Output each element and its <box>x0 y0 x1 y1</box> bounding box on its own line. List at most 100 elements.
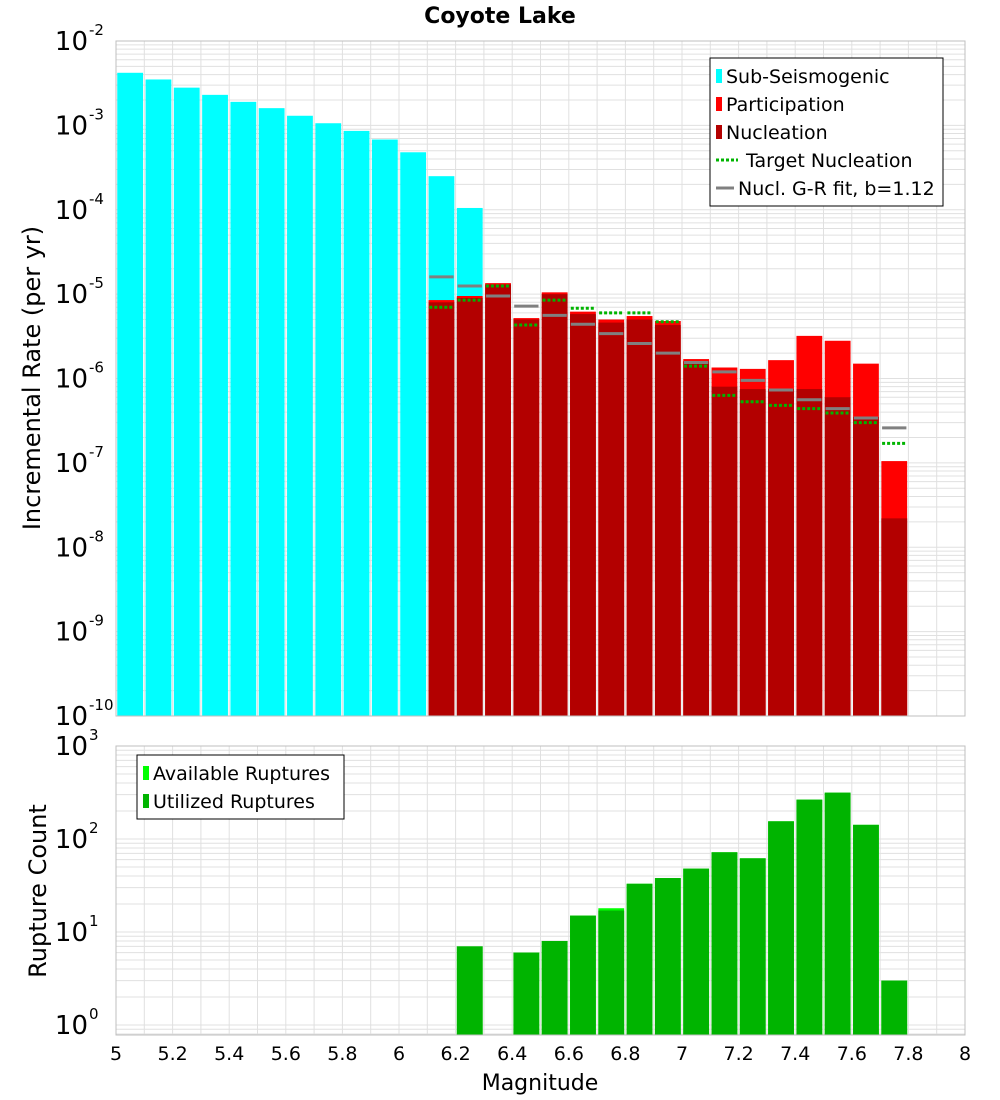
sub-seismogenic-bar <box>343 130 370 717</box>
nucleation-bar <box>881 518 908 716</box>
nucleation-bar <box>485 284 511 716</box>
sub-seismogenic-bar <box>371 139 398 716</box>
x-axis-label: Magnitude <box>482 1071 599 1096</box>
utilized-ruptures-bar <box>654 878 681 1035</box>
sub-seismogenic-bar <box>400 152 427 716</box>
rate-legend-label: Sub-Seismogenic <box>726 66 890 88</box>
sub-seismogenic-bar <box>202 94 228 716</box>
rate-legend-swatch <box>716 97 722 111</box>
y-tick-exponent: 2 <box>89 819 99 837</box>
nucleation-bar <box>768 389 794 716</box>
y-tick-exponent: -10 <box>89 696 114 714</box>
sub-seismogenic-bar <box>258 108 285 717</box>
nucleation-bar <box>739 389 766 716</box>
rate-bars <box>117 72 908 717</box>
x-tick-label: 6.8 <box>610 1043 640 1065</box>
utilized-ruptures-bar <box>683 868 710 1035</box>
utilized-ruptures-bar <box>824 792 851 1035</box>
x-tick-label: 7 <box>676 1043 688 1065</box>
count-plot-frame <box>115 745 966 1036</box>
sub-seismogenic-bar <box>145 79 172 717</box>
utilized-ruptures-bar <box>796 799 823 1035</box>
x-tick-label: 5 <box>110 1043 122 1065</box>
nucleation-bar <box>683 361 710 716</box>
y-tick-label: 10 <box>55 732 88 762</box>
y-tick-exponent: -5 <box>89 274 104 292</box>
y-tick-exponent: -7 <box>89 443 104 461</box>
y-tick-exponent: -6 <box>89 359 104 377</box>
x-tick-label: 6.4 <box>497 1043 527 1065</box>
y-tick-exponent: -9 <box>89 612 104 630</box>
chart-title: Coyote Lake <box>424 4 576 29</box>
x-tick-label: 6.6 <box>554 1043 584 1065</box>
y-tick-label: 10 <box>55 196 88 226</box>
sub-seismogenic-bar <box>230 101 257 716</box>
y-tick-label: 10 <box>55 618 88 648</box>
count-legend: Available Ruptures Utilized Ruptures <box>136 754 345 820</box>
y-tick-label: 10 <box>55 825 88 855</box>
rate-legend-box <box>709 57 944 207</box>
count-legend-label: Utilized Ruptures <box>153 791 315 813</box>
rate-legend-label: Nucl. G-R fit, b=1.12 <box>738 178 935 200</box>
utilized-ruptures-bar <box>456 946 483 1035</box>
utilized-ruptures-bar <box>711 852 738 1035</box>
nucleation-bar <box>824 397 851 716</box>
y-tick-exponent: -4 <box>89 190 104 208</box>
x-tick-label: 5.4 <box>214 1043 244 1065</box>
y-tick-exponent: 0 <box>89 1005 99 1023</box>
utilized-ruptures-bar <box>853 824 879 1035</box>
sub-seismogenic-bar <box>287 115 313 716</box>
count-legend-swatch <box>143 794 149 808</box>
nucleation-bar <box>428 302 455 716</box>
rate-plot-frame <box>115 40 966 717</box>
sub-seismogenic-bar <box>315 123 342 717</box>
nucleation-bar <box>570 314 596 716</box>
utilized-ruptures-bar <box>881 980 908 1035</box>
nucleation-bar <box>541 294 568 716</box>
x-tick-label: 7.2 <box>723 1043 753 1065</box>
y-tick-exponent: 3 <box>89 726 99 744</box>
x-tick-label: 7.8 <box>893 1043 923 1065</box>
nucleation-bar <box>456 297 483 716</box>
utilized-ruptures-bar <box>598 910 625 1035</box>
y-tick-label: 10 <box>55 1011 88 1041</box>
y-tick-label: 10 <box>55 111 88 141</box>
y-tick-exponent: -8 <box>89 527 104 545</box>
x-tick-label: 5.8 <box>327 1043 357 1065</box>
nucleation-bar <box>513 319 540 716</box>
utilized-ruptures-bar <box>739 858 766 1035</box>
utilized-ruptures-bar <box>541 940 568 1035</box>
rate-legend-swatch <box>716 69 722 83</box>
rate-grid <box>115 40 966 717</box>
nucleation-bar <box>626 319 653 716</box>
rate-legend-swatch <box>716 125 722 139</box>
y-tick-exponent: 1 <box>89 912 99 930</box>
count-y-axis-label: Rupture Count <box>24 804 52 978</box>
count-bars <box>456 792 908 1035</box>
utilized-ruptures-bar <box>570 915 596 1035</box>
utilized-ruptures-bar <box>513 952 540 1035</box>
y-tick-exponent: -2 <box>89 21 104 39</box>
y-tick-label: 10 <box>55 280 88 310</box>
count-legend-box <box>136 754 345 820</box>
y-tick-label: 10 <box>55 365 88 395</box>
rate-legend-label: Participation <box>726 94 845 116</box>
rate-legend-label: Target Nucleation <box>745 150 913 172</box>
x-tick-label: 5.6 <box>271 1043 301 1065</box>
x-tick-label: 7.4 <box>780 1043 810 1065</box>
x-tick-label: 8 <box>959 1043 971 1065</box>
y-tick-label: 10 <box>55 533 88 563</box>
nucleation-bar <box>853 416 879 716</box>
y-tick-label: 10 <box>55 702 88 732</box>
count-grid <box>115 745 966 1035</box>
sub-seismogenic-bar <box>117 72 144 717</box>
utilized-ruptures-bar <box>768 821 794 1035</box>
sub-seismogenic-bar <box>173 87 200 716</box>
nucleation-bar <box>711 386 738 716</box>
y-tick-label: 10 <box>55 27 88 57</box>
